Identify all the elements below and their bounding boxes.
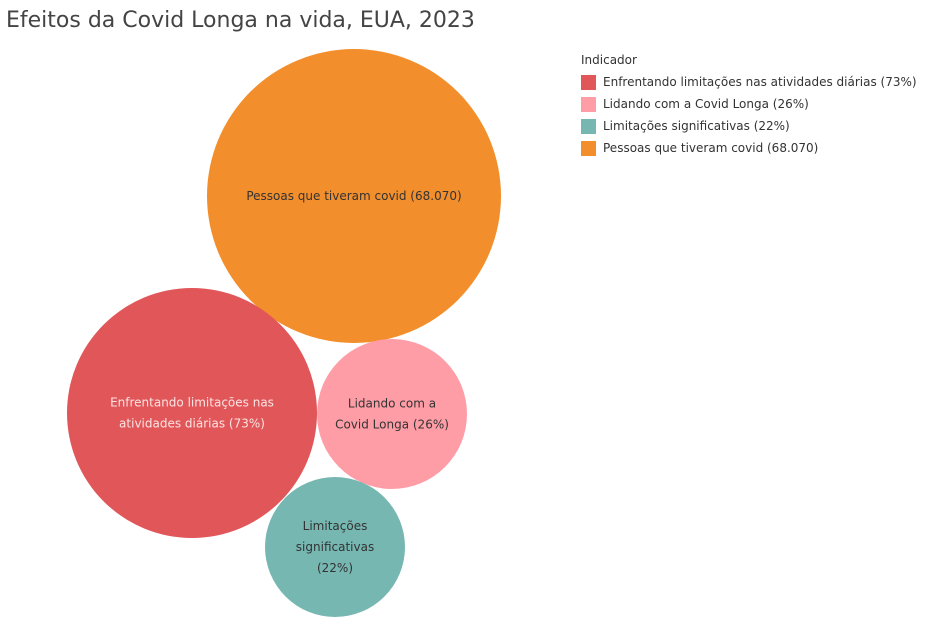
legend: Indicador Enfrentando limitações nas ati… (581, 53, 917, 159)
legend-title: Indicador (581, 53, 637, 67)
legend-swatch (581, 96, 596, 112)
bubble-pessoas[interactable] (207, 49, 501, 343)
legend-item-lidando[interactable]: Lidando com a Covid Longa (26%) (581, 93, 917, 115)
bubble-label-lidando: Covid Longa (26%) (335, 418, 449, 432)
bubble-label-enfrentando: Enfrentando limitações nas (110, 396, 274, 410)
bubble-label-lidando: Lidando com a (348, 397, 436, 411)
bubble-label-pessoas: Pessoas que tiveram covid (68.070) (246, 189, 461, 203)
bubble-limitacoes[interactable] (265, 477, 405, 617)
bubble-lidando[interactable] (317, 339, 467, 489)
bubble-label-limitacoes: Limitações (303, 519, 368, 533)
bubble-label-limitacoes: significativas (296, 540, 374, 554)
bubble-label-enfrentando: atividades diárias (73%) (119, 417, 265, 431)
legend-label: Pessoas que tiveram covid (68.070) (603, 141, 819, 155)
bubble-label-limitacoes: (22%) (317, 561, 353, 575)
legend-item-enfrentando[interactable]: Enfrentando limitações nas atividades di… (581, 71, 917, 93)
chart-title: Efeitos da Covid Longa na vida, EUA, 202… (6, 8, 475, 33)
legend-label: Enfrentando limitações nas atividades di… (603, 75, 917, 89)
bubble-chart: Pessoas que tiveram covid (68.070) Enfren… (67, 49, 501, 617)
legend-swatch (581, 140, 596, 156)
legend-item-limitacoes[interactable]: Limitações significativas (22%) (581, 115, 917, 137)
legend-label: Limitações significativas (22%) (603, 119, 790, 133)
legend-swatch (581, 74, 596, 90)
legend-label: Lidando com a Covid Longa (26%) (603, 97, 809, 111)
legend-swatch (581, 118, 596, 134)
bubble-enfrentando[interactable] (67, 288, 317, 538)
legend-item-pessoas[interactable]: Pessoas que tiveram covid (68.070) (581, 137, 917, 159)
